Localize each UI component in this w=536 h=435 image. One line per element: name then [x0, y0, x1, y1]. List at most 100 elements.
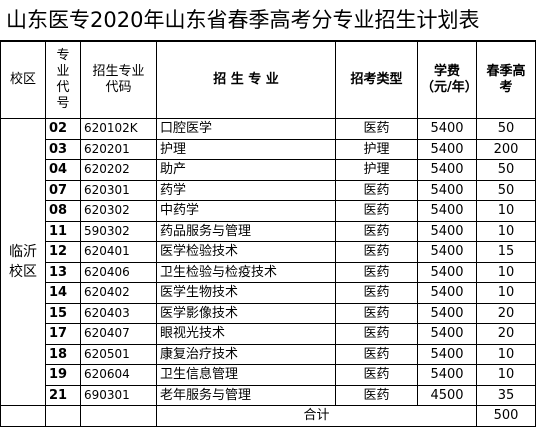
enroll-code-cell: 620406	[80, 261, 157, 283]
enroll-code-cell: 690301	[80, 384, 157, 406]
table-row: 11 590302 药品服务与管理 医药 5400 10	[1, 220, 536, 242]
quota-cell: 20	[476, 302, 536, 324]
table-row: 临沂校区 02 620102K 口腔医学 医药 5400 50	[0, 118, 536, 406]
enrollment-table: 校区 专业代号 招生专业代码 招 生 专 业 招考类型 学费（元/年） 春季高考…	[0, 41, 536, 427]
enroll-code-cell: 620402	[80, 282, 157, 304]
quota-cell: 10	[476, 282, 536, 304]
quota-cell: 50	[476, 118, 536, 140]
table-row: 08 620302 中药学 医药 5400 10	[1, 200, 536, 222]
tuition-cell: 5400	[417, 118, 477, 140]
tuition-cell: 5400	[417, 179, 477, 201]
tuition-cell: 5400	[417, 138, 477, 160]
quota-cell: 50	[476, 159, 536, 181]
enroll-code-cell: 590302	[80, 220, 157, 242]
header-category: 招考类型	[335, 41, 418, 119]
header-row: 校区 专业代号 招生专业代码 招 生 专 业 招考类型 学费（元/年） 春季高考	[0, 41, 536, 119]
tuition-cell: 5400	[417, 261, 477, 283]
major-code-cell: 03	[45, 138, 81, 160]
total-empty-cell	[45, 405, 81, 427]
table-row: 15 620403 医学影像技术 医药 5400 20	[1, 302, 536, 324]
tuition-cell: 4500	[417, 384, 477, 406]
tuition-cell: 5400	[417, 220, 477, 242]
major-code-cell: 08	[45, 200, 81, 222]
tuition-cell: 5400	[417, 241, 477, 263]
tuition-cell: 5400	[417, 159, 477, 181]
category-cell: 护理	[335, 159, 418, 181]
major-name-cell: 医学检验技术	[156, 241, 336, 263]
quota-cell: 10	[476, 261, 536, 283]
enroll-code-cell: 620201	[80, 138, 157, 160]
major-name-cell: 卫生信息管理	[156, 364, 336, 386]
total-label: 合计	[156, 405, 477, 427]
enroll-code-cell: 620407	[80, 323, 157, 345]
header-major: 招 生 专 业	[156, 41, 336, 119]
table-row: 13 620406 卫生检验与检疫技术 医药 5400 10	[1, 261, 536, 283]
tuition-cell: 5400	[417, 302, 477, 324]
major-name-cell: 老年服务与管理	[156, 384, 336, 406]
category-cell: 医药	[335, 384, 418, 406]
tuition-cell: 5400	[417, 200, 477, 222]
major-code-cell: 15	[45, 302, 81, 324]
total-empty-cell	[0, 405, 46, 427]
tuition-cell: 5400	[417, 343, 477, 365]
table-row: 18 620501 康复治疗技术 医药 5400 10	[1, 343, 536, 365]
table-row: 03 620201 护理 护理 5400 200	[1, 138, 536, 160]
enroll-code-cell: 620604	[80, 364, 157, 386]
header-tuition: 学费（元/年）	[417, 41, 477, 119]
table-row: 12 620401 医学检验技术 医药 5400 15	[1, 241, 536, 263]
major-name-cell: 助产	[156, 159, 336, 181]
category-cell: 医药	[335, 179, 418, 201]
enroll-code-cell: 620403	[80, 302, 157, 324]
category-cell: 医药	[335, 200, 418, 222]
major-name-cell: 医学生物技术	[156, 282, 336, 304]
enroll-code-cell: 620102K	[80, 118, 157, 140]
major-code-cell: 13	[45, 261, 81, 283]
category-cell: 医药	[335, 220, 418, 242]
total-row: 合计 500	[0, 405, 536, 427]
header-major-code: 专业代号	[45, 41, 81, 119]
tuition-cell: 5400	[417, 364, 477, 386]
quota-cell: 10	[476, 364, 536, 386]
major-code-cell: 14	[45, 282, 81, 304]
enroll-code-cell: 620501	[80, 343, 157, 365]
major-code-cell: 12	[45, 241, 81, 263]
major-name-cell: 护理	[156, 138, 336, 160]
quota-cell: 20	[476, 323, 536, 345]
category-cell: 医药	[335, 364, 418, 386]
major-code-cell: 02	[45, 118, 81, 140]
enroll-code-cell: 620401	[80, 241, 157, 263]
table-row: 17 620407 眼视光技术 医药 5400 20	[1, 323, 536, 345]
tuition-cell: 5400	[417, 282, 477, 304]
category-cell: 医药	[335, 241, 418, 263]
quota-cell: 10	[476, 220, 536, 242]
category-cell: 医药	[335, 323, 418, 345]
table-row: 21 690301 老年服务与管理 医药 4500 35	[1, 384, 536, 406]
quota-cell: 15	[476, 241, 536, 263]
major-name-cell: 口腔医学	[156, 118, 336, 140]
major-name-cell: 医学影像技术	[156, 302, 336, 324]
category-cell: 医药	[335, 302, 418, 324]
major-code-cell: 19	[45, 364, 81, 386]
major-name-cell: 卫生检验与检疫技术	[156, 261, 336, 283]
total-value: 500	[476, 405, 536, 427]
header-quota: 春季高考	[476, 41, 536, 119]
major-code-cell: 07	[45, 179, 81, 201]
major-code-cell: 04	[45, 159, 81, 181]
quota-cell: 50	[476, 179, 536, 201]
major-name-cell: 药学	[156, 179, 336, 201]
major-code-cell: 11	[45, 220, 81, 242]
category-cell: 医药	[335, 118, 418, 140]
enroll-code-cell: 620301	[80, 179, 157, 201]
major-code-cell: 21	[45, 384, 81, 406]
major-name-cell: 药品服务与管理	[156, 220, 336, 242]
header-campus: 校区	[0, 41, 46, 119]
header-enroll-code: 招生专业代码	[80, 41, 157, 119]
category-cell: 护理	[335, 138, 418, 160]
category-cell: 医药	[335, 343, 418, 365]
major-code-cell: 17	[45, 323, 81, 345]
category-cell: 医药	[335, 282, 418, 304]
tuition-cell: 5400	[417, 323, 477, 345]
major-code-cell: 18	[45, 343, 81, 365]
sheet-title: 山东医专2020年山东省春季高考分专业招生计划表	[0, 0, 536, 41]
major-name-cell: 中药学	[156, 200, 336, 222]
